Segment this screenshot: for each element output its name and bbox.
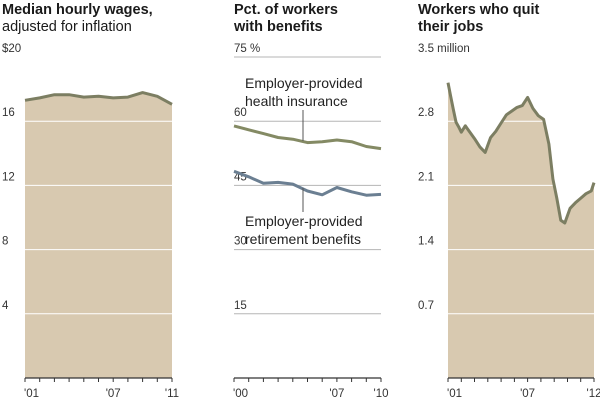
panel-1-ytick-label: 4: [2, 300, 9, 312]
panel-2-ytick-label: 75 %: [234, 43, 260, 55]
panel-1-xtick-label: '07: [106, 388, 121, 400]
panel-2-ytick-label: 30: [234, 236, 247, 248]
annotation-retirement-line-1: Employer-provided: [245, 213, 363, 229]
panel-1-ytick-label: 16: [2, 107, 15, 119]
panel-2-series-1-line: [233, 124, 382, 151]
panel-3-line: [446, 82, 596, 225]
panel-3-area: [448, 82, 594, 378]
panel-2-xtick-label: '10: [374, 388, 389, 400]
panel-1-line: [24, 91, 173, 106]
panel-1-xtick-label: '01: [24, 388, 39, 400]
panel-2-subtitle: with benefits: [234, 19, 323, 35]
panel-1-header: Median hourly wages, adjusted for inflat…: [2, 2, 153, 36]
panel-2-ytick-label: 60: [234, 107, 247, 119]
panel-3-ytick-label: 0.7: [418, 300, 434, 312]
panel-1-ytick-label: 12: [2, 171, 15, 183]
panel-2-xtick-label: '00: [233, 388, 248, 400]
panel-3-xtick-label: '12: [587, 388, 600, 400]
panel-3-ytick-label: 2.1: [418, 171, 434, 183]
panel-1-ytick-label: 8: [2, 236, 8, 248]
panel-2-title: Pct. of workers: [234, 2, 338, 18]
panel-3-title: Workers who quit: [418, 2, 540, 18]
panel-3-xtick-label: '07: [520, 388, 535, 400]
panel-1-subtitle: adjusted for inflation: [2, 19, 132, 35]
panel-1-xtick-label: '11: [165, 388, 179, 400]
panel-2-ytick-label: 15: [234, 300, 247, 312]
panel-1-area: [25, 92, 172, 378]
panel-3-ytick-label: 2.8: [418, 107, 434, 119]
annotation-retirement-line-2: retirement benefits: [245, 231, 361, 247]
annotation-health-line-1: Employer-provided: [245, 75, 363, 91]
panel-3-ytick-label: 1.4: [418, 236, 435, 248]
panel-3-ytick-label: 3.5 million: [418, 43, 470, 55]
annotation-health-line-2: health insurance: [245, 93, 348, 109]
panel-3-header: Workers who quit their jobs: [418, 2, 539, 36]
panel-2-header: Pct. of workers with benefits: [234, 2, 338, 36]
panel-2-xtick-label: '07: [329, 388, 344, 400]
panel-1-ytick-label: $20: [2, 43, 21, 55]
panel-3-subtitle: their jobs: [418, 19, 484, 35]
panel-1-title: Median hourly wages,: [2, 2, 153, 18]
panel-3-xtick-label: '01: [447, 388, 462, 400]
panel-2-series-2-line: [233, 169, 382, 197]
